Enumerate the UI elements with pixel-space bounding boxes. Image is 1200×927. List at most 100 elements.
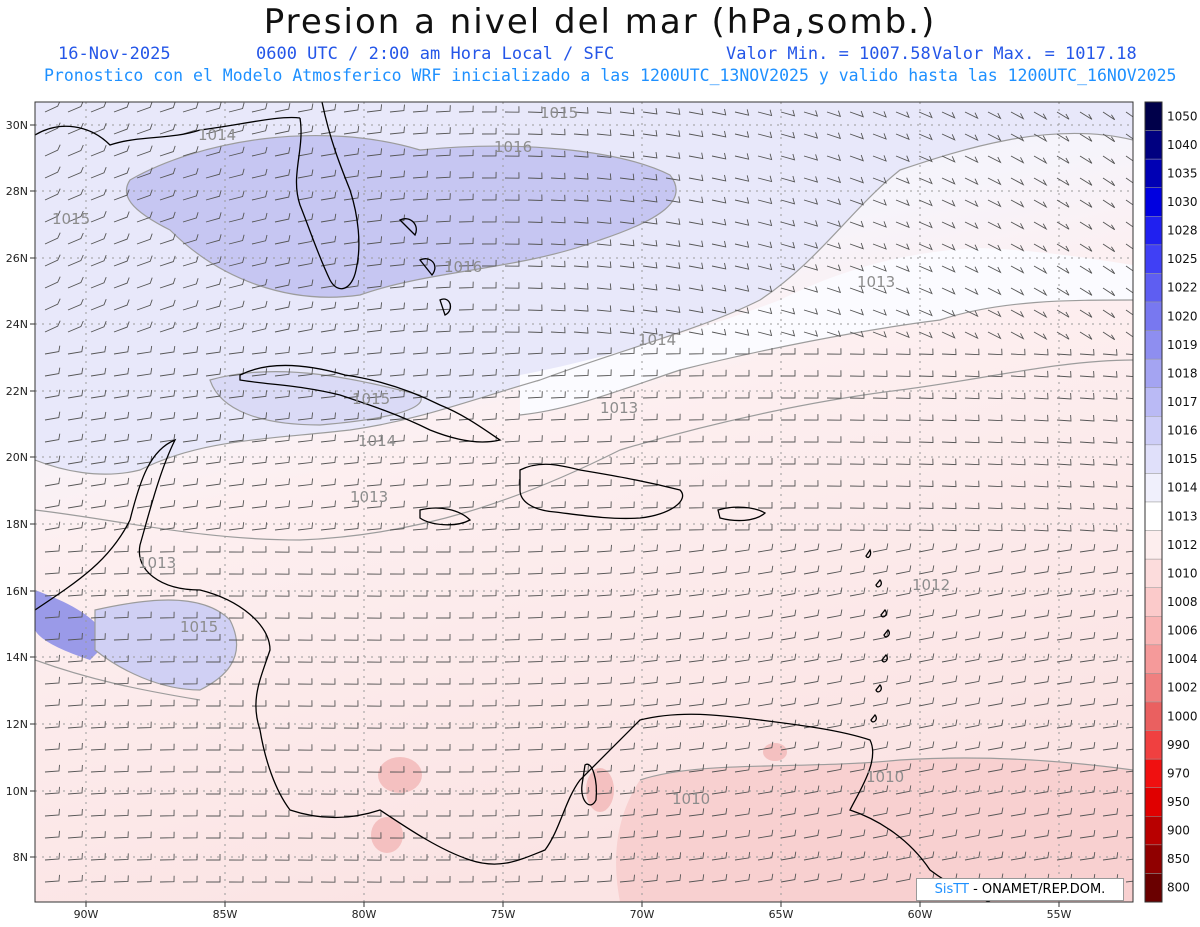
wind-barb: [941, 436, 957, 444]
colorbar-swatch: [1144, 816, 1163, 846]
wind-barb: [274, 810, 290, 817]
wind-barb: [481, 412, 497, 421]
wind-barb: [481, 281, 497, 289]
wind-barb: [389, 876, 405, 883]
wind-barb: [412, 390, 428, 399]
wind-barb: [642, 479, 658, 487]
wind-barb: [987, 675, 1004, 685]
colorbar-swatch: [1144, 101, 1163, 131]
wind-barb: [251, 278, 268, 289]
wind-barb: [205, 390, 222, 399]
wind-barb: [527, 369, 543, 377]
wind-barb: [987, 480, 1003, 488]
colorbar-label: 990: [1167, 738, 1190, 752]
wind-barb: [918, 331, 933, 339]
wind-barb: [113, 765, 129, 773]
colorbar-label: 850: [1167, 852, 1190, 866]
wind-barb: [136, 321, 153, 333]
wind-barb: [67, 830, 83, 839]
wind-barb: [757, 329, 773, 337]
wind-barb: [206, 854, 221, 861]
wind-barb: [619, 610, 635, 619]
wind-barb: [113, 211, 130, 223]
wind-barb: [803, 763, 820, 773]
wind-barb: [228, 634, 244, 641]
wind-barb: [44, 477, 61, 487]
wind-barb: [711, 391, 727, 399]
wind-barb: [849, 132, 864, 140]
wind-barb: [366, 678, 382, 685]
colorbar-swatch: [1144, 444, 1163, 474]
wind-barb: [803, 502, 819, 509]
wind-barb: [504, 216, 520, 223]
wind-barb: [872, 458, 888, 465]
wind-barb: [665, 852, 682, 861]
wind-barb: [872, 265, 887, 272]
wind-barb: [297, 257, 314, 267]
wind-barb: [1102, 764, 1119, 773]
wind-barb: [826, 631, 843, 641]
wind-barb: [987, 719, 1004, 729]
colorbar-swatch: [1144, 673, 1163, 703]
wind-barb: [343, 412, 359, 421]
wind-barb: [435, 149, 451, 157]
wind-barb: [136, 809, 152, 817]
wind-barb: [182, 655, 198, 663]
wind-barb: [206, 656, 221, 663]
wind-barb: [436, 744, 451, 751]
wind-barb: [366, 258, 383, 267]
wind-barb: [504, 347, 520, 355]
wind-barb: [182, 875, 198, 883]
wind-barb: [436, 766, 451, 773]
colorbar-swatch: [1144, 558, 1163, 588]
wind-barb: [366, 612, 382, 619]
low-spot-3: [763, 743, 787, 761]
wind-barb: [274, 323, 291, 333]
wind-barb: [987, 524, 1003, 532]
wind-barb: [987, 587, 1004, 597]
wind-barb: [665, 544, 682, 553]
wind-barb: [964, 243, 979, 252]
wind-barb: [849, 807, 866, 817]
wind-barb: [711, 566, 728, 575]
wind-barb: [688, 347, 704, 355]
wind-barb: [734, 807, 751, 817]
wind-barb: [619, 786, 635, 795]
wind-barb: [136, 787, 152, 795]
wind-barb: [619, 129, 635, 137]
wind-barb: [1079, 808, 1096, 817]
wind-barb: [1010, 829, 1027, 839]
wind-barb: [1125, 704, 1133, 707]
wind-barb: [412, 346, 428, 355]
wind-barb: [113, 809, 129, 817]
wind-barb: [688, 501, 704, 509]
wind-barb: [320, 722, 336, 729]
wind-barb: [366, 236, 383, 245]
wind-barb: [711, 654, 728, 663]
wind-barb: [228, 456, 245, 465]
wind-barb: [159, 721, 175, 729]
wind-barb: [389, 258, 405, 267]
wind-barb: [550, 172, 566, 180]
wind-barb: [596, 588, 612, 597]
wind-barb: [1056, 697, 1073, 707]
wind-barb: [251, 722, 267, 729]
wind-barb: [734, 175, 750, 182]
wind-barb: [435, 127, 451, 135]
wind-barb: [665, 786, 682, 795]
wind-barb: [366, 214, 383, 223]
colorbar-swatch: [1144, 330, 1163, 360]
colorbar-label: 1000: [1167, 709, 1198, 723]
wind-barb: [481, 853, 497, 861]
wind-barb: [1056, 243, 1070, 252]
wind-barb: [596, 151, 612, 158]
wind-barb: [1010, 543, 1027, 553]
wind-barb: [366, 324, 383, 333]
wind-barb: [573, 261, 589, 268]
wind-barb: [366, 876, 382, 883]
wind-barb: [320, 522, 336, 531]
wind-barb: [297, 103, 314, 113]
wind-barb: [734, 197, 750, 204]
wind-barb: [274, 722, 290, 729]
